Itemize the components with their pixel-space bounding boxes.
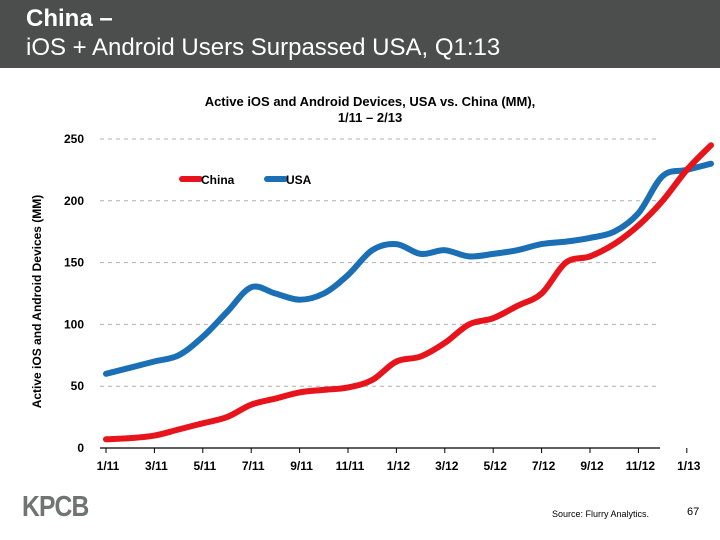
source-note: Source: Flurry Analytics. bbox=[552, 509, 650, 519]
y-tick-label: 200 bbox=[64, 194, 84, 208]
x-tick-label: 1/13 bbox=[677, 459, 701, 473]
gridlines bbox=[100, 138, 660, 387]
y-tick-label: 150 bbox=[64, 256, 84, 270]
x-tick-label: 11/12 bbox=[626, 459, 656, 473]
x-tick-label: 1/12 bbox=[387, 459, 411, 473]
axes: 0 50 100 150 200 250 1/11 3/11 5/11 7/11 9/11 11/11… bbox=[30, 132, 701, 473]
kpcb-logo: KPCB bbox=[22, 491, 89, 523]
page-number: 67 bbox=[687, 506, 700, 518]
legend-label-china: China bbox=[201, 173, 235, 187]
slide-subtitle: iOS + Android Users Surpassed USA, Q1:13 bbox=[26, 34, 501, 61]
series-lines bbox=[103, 142, 714, 443]
x-tick-label: 11/11 bbox=[336, 459, 365, 473]
slide-title: China – bbox=[26, 5, 113, 32]
x-tick-label: 3/11 bbox=[145, 459, 168, 473]
y-tick-label: 50 bbox=[71, 379, 85, 393]
x-tick-label: 5/11 bbox=[193, 459, 216, 473]
chart-title-line1: Active iOS and Android Devices, USA vs. … bbox=[204, 94, 536, 109]
y-tick-label: 0 bbox=[77, 441, 84, 455]
series-line-china bbox=[103, 142, 714, 443]
x-tick-label: 9/12 bbox=[580, 459, 604, 473]
x-tick-label: 9/11 bbox=[290, 459, 313, 473]
chart-title-line2: 1/11 – 2/13 bbox=[337, 110, 403, 125]
series-line-usa bbox=[103, 160, 714, 377]
legend-label-usa: USA bbox=[286, 173, 312, 187]
x-tick-label: 5/12 bbox=[484, 459, 508, 473]
y-axis-title: Active iOS and Android Devices (MM) bbox=[30, 195, 44, 409]
y-tick-label: 100 bbox=[64, 317, 84, 331]
x-tick-label: 7/11 bbox=[242, 459, 265, 473]
x-tick-label: 7/12 bbox=[532, 459, 556, 473]
x-tick-label: 1/11 bbox=[97, 459, 120, 473]
slide-header: China – iOS + Android Users Surpassed US… bbox=[0, 0, 720, 68]
x-tick-label: 3/12 bbox=[435, 459, 459, 473]
y-tick-label: 250 bbox=[64, 132, 84, 146]
legend: China USA bbox=[179, 173, 312, 187]
